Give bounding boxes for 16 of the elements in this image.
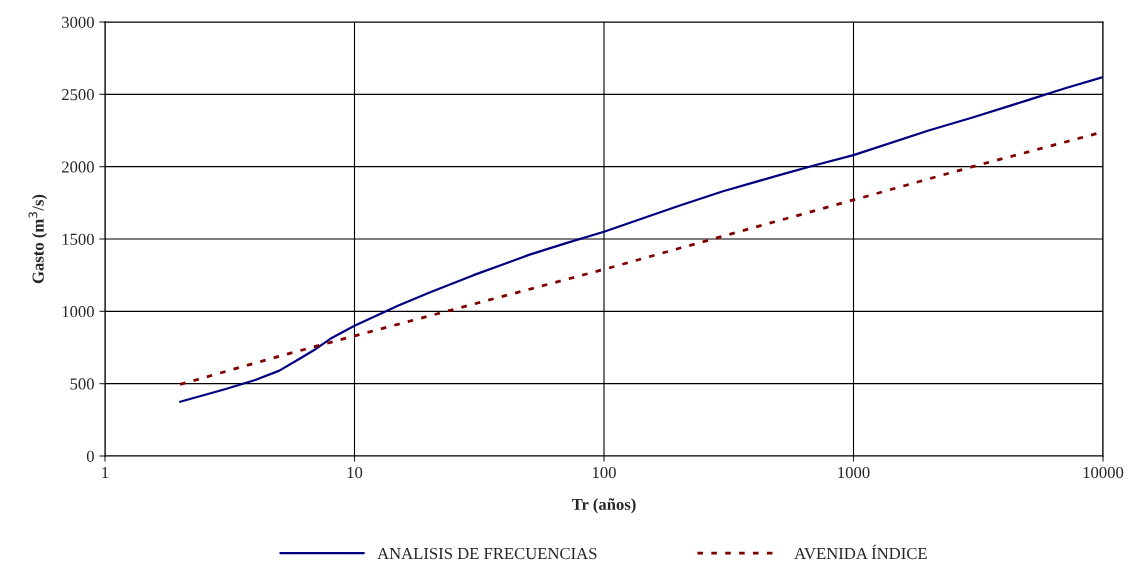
legend-label: AVENIDA ÍNDICE (794, 544, 927, 560)
y-axis-title: Gasto (m$^{3}$/s) (28, 194, 48, 284)
y-tick-label: 2500 (61, 89, 94, 101)
x-tick-label: 1000 (838, 466, 870, 479)
x-axis-title: Tr (años) (571, 498, 636, 514)
y-tick-label: 3000 (62, 16, 94, 28)
x-tick-label: 10000 (1083, 466, 1124, 479)
y-tick-label: 2000 (61, 161, 94, 173)
legend-label: ANALISIS DE FRECUENCIAS (377, 547, 597, 560)
x-tick-label: 10 (347, 466, 363, 479)
y-tick-label: 1500 (62, 233, 94, 245)
y-tick-label: 500 (70, 378, 94, 390)
x-tick-label: 1 (102, 466, 109, 478)
y-tick-label: 1000 (62, 306, 94, 318)
y-tick-label: 0 (86, 450, 94, 462)
x-tick-label: 100 (592, 466, 616, 479)
